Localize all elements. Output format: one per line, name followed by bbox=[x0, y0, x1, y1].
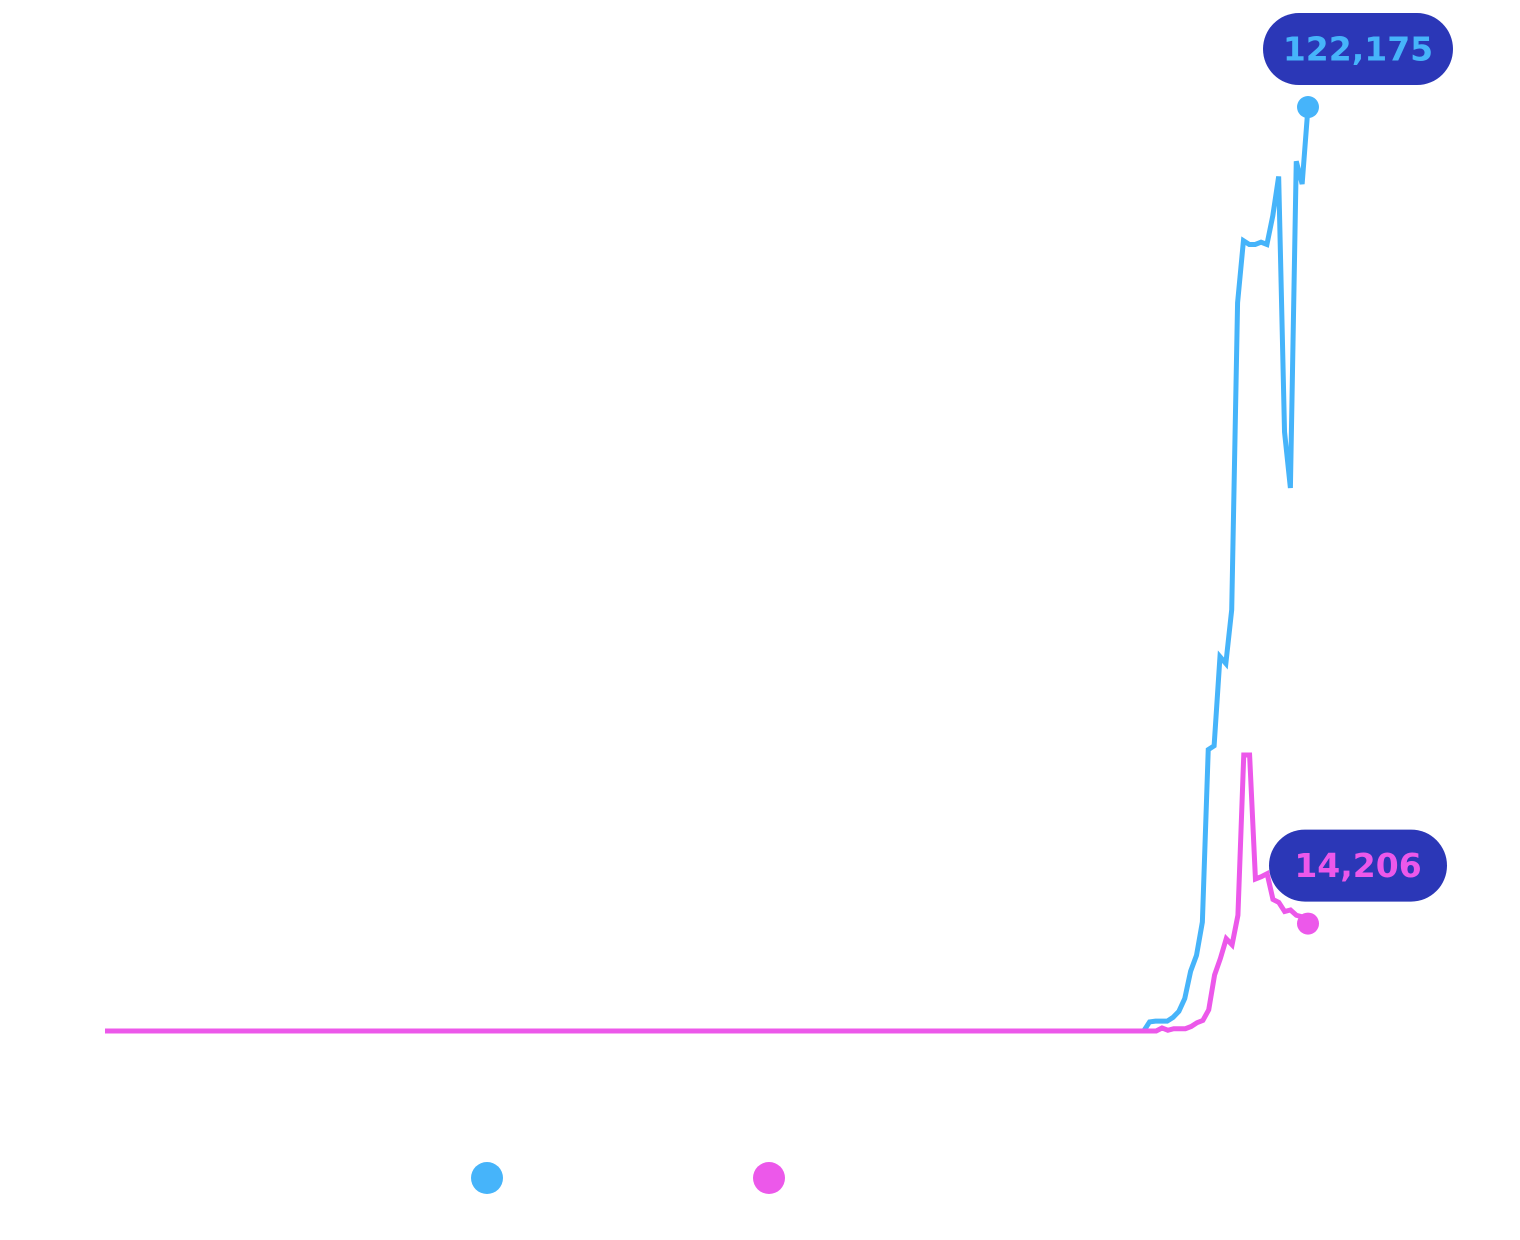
endpoint-callout-bg-2 bbox=[1269, 829, 1447, 902]
endpoint-value-label-1: 122,175 bbox=[1283, 30, 1433, 69]
callout-layer: 122,175 14,206 bbox=[1263, 13, 1453, 902]
series-line-2 bbox=[105, 752, 1310, 1034]
endpoint-callout-1: 122,175 bbox=[1263, 13, 1453, 86]
legend-marker-1 bbox=[471, 1162, 503, 1194]
series-layer bbox=[105, 96, 1319, 1034]
legend-marker-2 bbox=[753, 1162, 785, 1194]
endpoint-value-label-2: 14,206 bbox=[1294, 846, 1421, 885]
endpoint-callout-bg-1 bbox=[1263, 13, 1453, 86]
series-endpoint-1 bbox=[1297, 96, 1319, 119]
endpoint-callout-2: 14,206 bbox=[1269, 829, 1447, 902]
series-endpoint-2 bbox=[1297, 912, 1319, 935]
series-line-1 bbox=[105, 106, 1311, 1034]
legend bbox=[471, 1162, 785, 1194]
